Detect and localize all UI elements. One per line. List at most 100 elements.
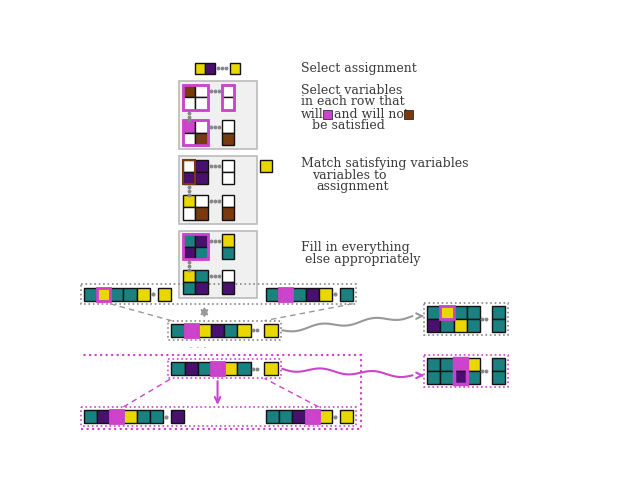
Bar xyxy=(195,160,208,172)
Bar xyxy=(279,410,292,423)
Bar xyxy=(323,110,332,119)
Bar xyxy=(183,85,208,110)
Bar xyxy=(183,195,195,207)
Bar xyxy=(183,247,195,259)
Bar xyxy=(454,358,467,371)
Bar xyxy=(97,410,110,423)
Bar xyxy=(183,133,195,145)
Text: and will not: and will not xyxy=(334,108,409,121)
Bar xyxy=(211,324,224,337)
Bar xyxy=(183,120,208,145)
Bar xyxy=(183,235,208,259)
Bar xyxy=(440,319,454,332)
Bar xyxy=(440,306,454,319)
Bar xyxy=(110,288,124,301)
Bar xyxy=(492,371,505,384)
Bar xyxy=(183,235,195,247)
Bar xyxy=(183,207,195,220)
Bar xyxy=(97,288,110,301)
Bar xyxy=(184,324,198,337)
Bar xyxy=(224,362,237,375)
Text: variables to: variables to xyxy=(312,168,387,181)
Bar xyxy=(319,288,332,301)
Bar xyxy=(172,362,184,375)
Bar xyxy=(168,321,281,340)
Bar xyxy=(222,235,234,247)
Bar xyxy=(110,410,124,423)
Bar xyxy=(467,371,480,384)
Bar xyxy=(237,362,250,375)
Bar xyxy=(183,97,195,110)
Bar xyxy=(184,324,198,337)
Bar xyxy=(157,288,171,301)
Bar xyxy=(211,362,224,375)
Bar xyxy=(81,407,356,426)
Bar xyxy=(81,284,356,304)
Bar xyxy=(292,288,305,301)
Bar xyxy=(454,319,467,332)
Bar xyxy=(195,133,208,145)
Bar xyxy=(230,64,239,74)
Bar xyxy=(195,120,208,133)
Bar xyxy=(492,306,505,319)
Bar xyxy=(467,306,480,319)
Bar xyxy=(195,64,205,74)
Bar xyxy=(172,324,184,337)
Bar xyxy=(454,371,467,384)
Bar xyxy=(84,410,97,423)
Text: Match satisfying variables: Match satisfying variables xyxy=(301,157,468,170)
Bar xyxy=(454,306,467,319)
Bar xyxy=(124,288,136,301)
Bar xyxy=(198,324,211,337)
Bar xyxy=(136,288,150,301)
Bar xyxy=(305,410,319,423)
Text: assignment: assignment xyxy=(316,180,389,193)
Text: will: will xyxy=(301,108,324,121)
Bar xyxy=(292,410,305,423)
Bar xyxy=(340,410,353,423)
Bar xyxy=(404,110,413,119)
Bar xyxy=(198,362,211,375)
Bar xyxy=(266,410,279,423)
Bar xyxy=(150,410,163,423)
Bar xyxy=(467,319,480,332)
Bar xyxy=(179,81,257,149)
Bar xyxy=(266,288,279,301)
Bar xyxy=(424,354,508,387)
Bar xyxy=(183,270,195,282)
Bar xyxy=(428,306,440,319)
Bar xyxy=(492,319,505,332)
Bar xyxy=(195,85,208,97)
Bar xyxy=(195,235,208,247)
Bar xyxy=(492,358,505,371)
Bar xyxy=(279,288,292,301)
Bar xyxy=(222,120,234,133)
Bar xyxy=(77,354,360,429)
Bar xyxy=(428,358,440,371)
Bar xyxy=(222,172,234,184)
Bar xyxy=(97,288,110,301)
Bar xyxy=(440,358,454,371)
Bar xyxy=(222,85,234,97)
Bar xyxy=(124,410,136,423)
Bar xyxy=(195,282,208,295)
Bar xyxy=(179,156,257,224)
Bar xyxy=(183,172,195,184)
Bar xyxy=(440,306,454,319)
Bar xyxy=(183,160,195,184)
Bar xyxy=(84,288,97,301)
Bar xyxy=(222,207,234,220)
Bar xyxy=(424,303,508,335)
Bar xyxy=(222,97,234,110)
Bar xyxy=(467,358,480,371)
Bar xyxy=(340,288,353,301)
Bar xyxy=(264,324,278,337)
Bar xyxy=(428,319,440,332)
Bar xyxy=(183,160,195,172)
Bar xyxy=(183,85,195,97)
Bar xyxy=(260,160,272,172)
Bar xyxy=(224,324,237,337)
Text: · · ·: · · · xyxy=(189,342,207,352)
Bar xyxy=(110,410,124,423)
Bar xyxy=(195,247,208,259)
